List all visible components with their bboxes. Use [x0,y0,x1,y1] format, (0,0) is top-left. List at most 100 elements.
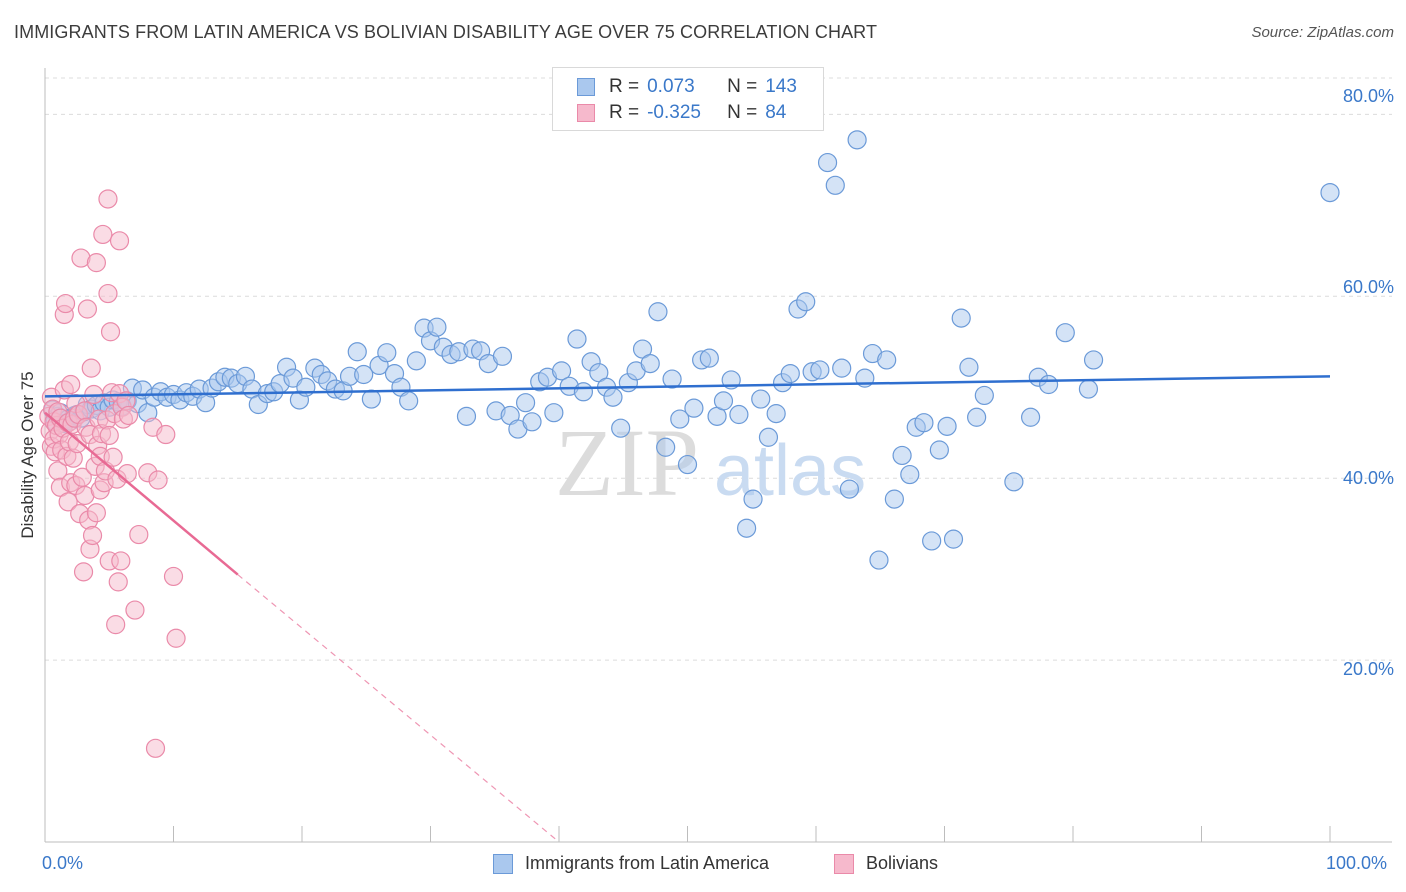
legend-swatch-blue [493,853,513,874]
data-point [1004,472,1024,492]
data-point [106,615,126,635]
data-point [156,424,176,445]
y-tick-label: 60.0% [1342,277,1394,297]
x-tick-label-max: 100.0% [1326,853,1388,873]
legend-swatch-pink [834,853,854,874]
legend-n-value: 143 [765,76,797,97]
data-point [817,152,838,173]
data-point [492,346,513,366]
data-point [967,407,987,427]
data-point [166,628,186,648]
data-point [1038,374,1059,395]
data-point [796,292,816,312]
data-point [377,343,397,363]
data-point [109,231,130,251]
data-point [58,492,78,512]
watermark-atlas: atlas [714,431,866,511]
correlation-legend: R = 0.073 N = 143 R = -0.325 N = 84 [552,67,824,131]
legend-r-label: R = [609,76,640,97]
data-point [943,529,964,549]
data-point [399,391,419,411]
legend-label: Bolivians [866,853,939,873]
data-point [877,350,897,370]
trend-line-bolivians-extension [237,574,560,843]
data-point [103,447,123,467]
data-point [347,342,367,362]
data-point [684,398,704,418]
data-point [810,360,830,380]
data-point [406,351,426,371]
legend-r-value: -0.325 [647,102,701,123]
data-point [77,299,98,319]
y-tick-label: 20.0% [1342,659,1394,679]
data-point [758,427,779,447]
data-point [937,416,957,436]
legend-n-value: 84 [765,102,787,123]
data-point [951,308,971,328]
data-point [780,363,800,384]
data-point [573,382,594,402]
data-point [729,404,749,425]
data-point [1320,183,1340,203]
data-point [361,389,381,409]
data-point [61,374,81,395]
data-point [522,412,542,432]
data-point [839,479,860,499]
data-point [148,470,168,490]
legend-swatch-pink [577,104,595,122]
data-point [713,391,734,411]
legend-n-label: N = [727,102,758,123]
legend-r-value: 0.073 [647,76,695,97]
legend-item-bolivians[interactable]: Bolivians [834,853,938,874]
data-point [98,283,118,304]
data-point [81,358,101,378]
data-point [892,445,912,466]
data-point [751,389,771,409]
data-point [640,353,660,374]
series-immigrants-points [43,130,1340,570]
data-point [656,437,676,457]
data-point [766,404,786,424]
data-point [145,738,166,758]
data-point [832,358,852,378]
y-tick-label: 40.0% [1342,468,1394,488]
data-point [82,525,103,546]
data-point [55,293,76,314]
data-point [108,572,128,592]
data-point [1083,350,1104,370]
data-point [603,387,623,407]
data-point [670,409,690,429]
legend-swatch-blue [577,78,595,96]
data-point [73,562,94,582]
data-point [677,454,698,475]
data-point [86,503,107,523]
data-point [922,531,942,551]
data-point [86,253,107,273]
data-point [99,425,119,446]
data-point [427,317,447,337]
chart-title: IMMIGRANTS FROM LATIN AMERICA VS BOLIVIA… [14,22,878,42]
data-point [515,393,536,413]
x-tick-label-min: 0.0% [42,853,84,873]
data-point [93,224,113,245]
data-point [129,524,149,545]
data-point [118,405,139,426]
data-point [111,551,131,571]
data-point [900,464,920,485]
data-point [456,406,477,426]
data-point [884,489,904,509]
legend-n-label: N = [727,76,758,97]
axes-layer [44,68,1392,843]
data-point [699,348,719,368]
data-point [544,403,564,423]
series-bolivians-points [39,189,186,758]
data-point [1055,323,1075,343]
legend-item-immigrants[interactable]: Immigrants from Latin America [493,853,769,874]
data-point [914,413,934,433]
data-point [737,518,757,538]
legend-row-immigrants: R = 0.073 N = 143 [577,76,797,98]
legend-label: Immigrants from Latin America [525,853,770,873]
data-point [959,357,979,377]
watermark: ZIP atlas [555,409,866,516]
